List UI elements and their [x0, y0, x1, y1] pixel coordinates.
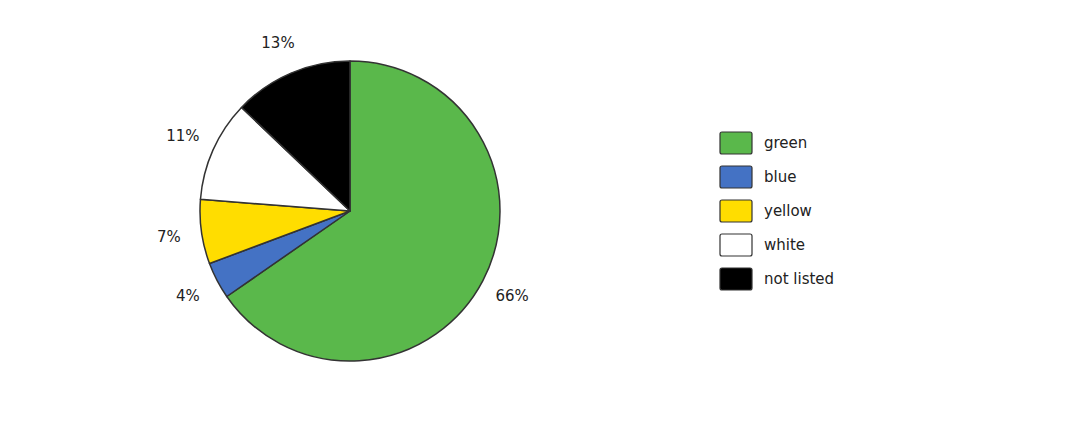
legend-swatch — [720, 132, 752, 154]
pie-slice — [241, 61, 350, 211]
legend-swatch — [720, 200, 752, 222]
legend-label: white — [764, 236, 805, 254]
legend-label: blue — [764, 168, 796, 186]
legend-swatch — [720, 234, 752, 256]
chart-svg: 66% 4% 7% 11% 13% green blue yellow white not lis… — [0, 0, 1074, 422]
legend: green blue yellow white not listed — [720, 132, 834, 290]
data-label: 13% — [261, 34, 294, 52]
slices — [200, 61, 500, 361]
data-labels: 66% 4% 7% 11% 13% — [157, 34, 529, 305]
data-label: 11% — [166, 127, 199, 145]
legend-label: yellow — [764, 202, 812, 220]
legend-label: green — [764, 134, 807, 152]
data-label: 7% — [157, 228, 181, 246]
legend-label: not listed — [764, 270, 834, 288]
legend-swatch — [720, 268, 752, 290]
legend-swatch — [720, 166, 752, 188]
chart-container: 66% 4% 7% 11% 13% green blue yellow white not lis… — [0, 0, 1074, 422]
data-label: 4% — [176, 287, 200, 305]
data-label: 66% — [495, 287, 528, 305]
